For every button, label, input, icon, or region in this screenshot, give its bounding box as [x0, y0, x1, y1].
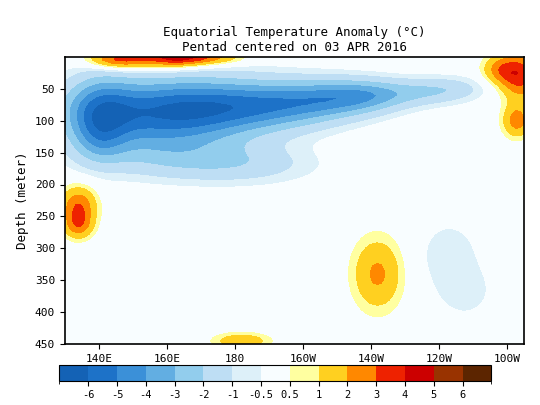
- Title: Equatorial Temperature Anomaly (°C)
Pentad centered on 03 APR 2016: Equatorial Temperature Anomaly (°C) Pent…: [163, 26, 426, 54]
- Y-axis label: Depth (meter): Depth (meter): [16, 152, 29, 249]
